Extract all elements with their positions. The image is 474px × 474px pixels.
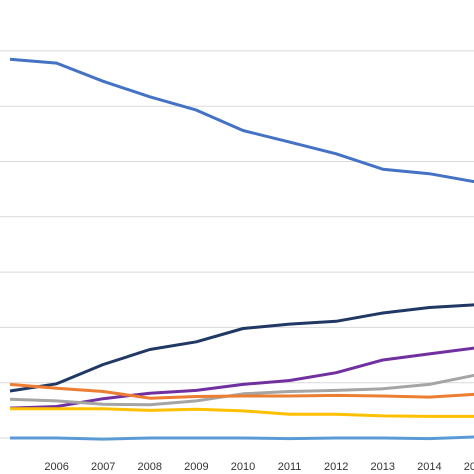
x-tick-label: 2011: [278, 461, 302, 473]
series-line-3: [9, 346, 474, 410]
series-line-7: [10, 435, 474, 441]
x-tick-label: 2012: [324, 461, 348, 473]
x-tick-label: 2013: [371, 461, 395, 473]
x-tick-label: 2015: [464, 461, 474, 473]
x-tick-label: 2010: [231, 461, 255, 473]
series-line-5: [9, 382, 474, 400]
series-line-1: [9, 57, 474, 184]
series-line-6: [10, 407, 474, 418]
x-tick-label: 2007: [91, 461, 115, 473]
x-tick-label: 2014: [417, 461, 441, 473]
series-line-2: [9, 303, 474, 393]
series-lines: [9, 57, 474, 441]
x-tick-label: 2009: [184, 461, 208, 473]
x-axis-tick-labels: 2006 2007 2008 2009 2010 2011 2012 2013 2014 2015…: [44, 461, 474, 473]
gridlines: [0, 50, 474, 439]
x-tick-label: 2006: [44, 461, 68, 473]
series-line-4: [9, 373, 474, 407]
x-tick-label: 2008: [138, 461, 162, 473]
